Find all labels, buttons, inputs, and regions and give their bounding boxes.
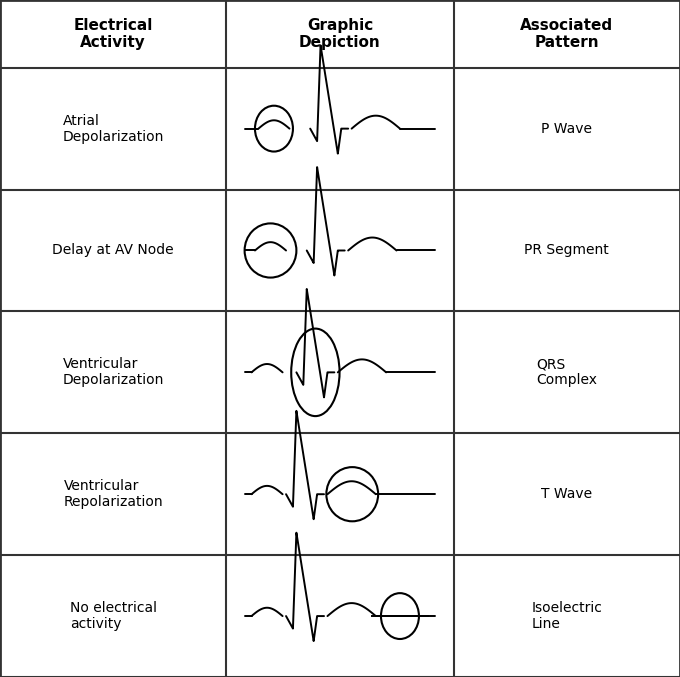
Text: P Wave: P Wave: [541, 122, 592, 135]
Text: T Wave: T Wave: [541, 487, 592, 501]
Text: Delay at AV Node: Delay at AV Node: [52, 244, 174, 257]
Text: PR Segment: PR Segment: [524, 244, 609, 257]
Text: No electrical
activity: No electrical activity: [70, 601, 156, 631]
Text: QRS
Complex: QRS Complex: [537, 357, 597, 387]
Text: Isoelectric
Line: Isoelectric Line: [531, 601, 602, 631]
Text: Electrical
Activity: Electrical Activity: [73, 18, 153, 50]
Text: Ventricular
Depolarization: Ventricular Depolarization: [63, 357, 164, 387]
Text: Atrial
Depolarization: Atrial Depolarization: [63, 114, 164, 144]
Text: Ventricular
Repolarization: Ventricular Repolarization: [63, 479, 163, 509]
Text: Associated
Pattern: Associated Pattern: [520, 18, 613, 50]
Text: Graphic
Depiction: Graphic Depiction: [299, 18, 381, 50]
